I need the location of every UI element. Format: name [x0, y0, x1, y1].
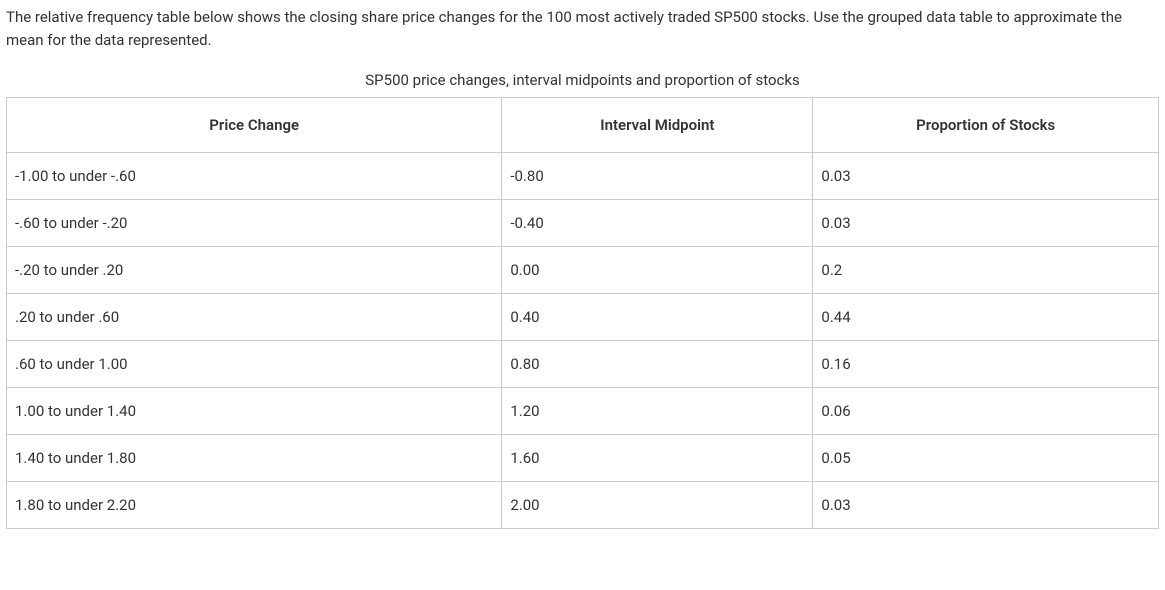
cell-midpoint: -0.80	[502, 153, 813, 200]
cell-proportion: 0.06	[813, 388, 1159, 435]
cell-midpoint: 1.20	[502, 388, 813, 435]
cell-proportion: 0.03	[813, 153, 1159, 200]
cell-proportion: 0.05	[813, 435, 1159, 482]
cell-midpoint: 1.60	[502, 435, 813, 482]
table-caption: SP500 price changes, interval midpoints …	[6, 71, 1159, 89]
frequency-table: Price Change Interval Midpoint Proportio…	[6, 97, 1159, 529]
cell-midpoint: 0.80	[502, 341, 813, 388]
table-row: .60 to under 1.00 0.80 0.16	[7, 341, 1159, 388]
cell-price-change: -1.00 to under -.60	[7, 153, 502, 200]
table-header-row: Price Change Interval Midpoint Proportio…	[7, 98, 1159, 153]
col-header-price-change: Price Change	[7, 98, 502, 153]
cell-price-change: -.60 to under -.20	[7, 200, 502, 247]
table-row: 1.80 to under 2.20 2.00 0.03	[7, 482, 1159, 529]
col-header-interval-midpoint: Interval Midpoint	[502, 98, 813, 153]
cell-price-change: .60 to under 1.00	[7, 341, 502, 388]
cell-proportion: 0.16	[813, 341, 1159, 388]
cell-proportion: 0.03	[813, 200, 1159, 247]
col-header-proportion: Proportion of Stocks	[813, 98, 1159, 153]
cell-midpoint: 0.00	[502, 247, 813, 294]
table-row: .20 to under .60 0.40 0.44	[7, 294, 1159, 341]
cell-price-change: 1.80 to under 2.20	[7, 482, 502, 529]
cell-price-change: .20 to under .60	[7, 294, 502, 341]
intro-text: The relative frequency table below shows…	[6, 6, 1159, 51]
table-row: -.60 to under -.20 -0.40 0.03	[7, 200, 1159, 247]
cell-proportion: 0.44	[813, 294, 1159, 341]
cell-proportion: 0.03	[813, 482, 1159, 529]
cell-midpoint: -0.40	[502, 200, 813, 247]
cell-proportion: 0.2	[813, 247, 1159, 294]
table-row: -.20 to under .20 0.00 0.2	[7, 247, 1159, 294]
table-row: 1.00 to under 1.40 1.20 0.06	[7, 388, 1159, 435]
cell-midpoint: 2.00	[502, 482, 813, 529]
cell-price-change: 1.40 to under 1.80	[7, 435, 502, 482]
cell-price-change: 1.00 to under 1.40	[7, 388, 502, 435]
table-row: 1.40 to under 1.80 1.60 0.05	[7, 435, 1159, 482]
table-row: -1.00 to under -.60 -0.80 0.03	[7, 153, 1159, 200]
cell-midpoint: 0.40	[502, 294, 813, 341]
cell-price-change: -.20 to under .20	[7, 247, 502, 294]
